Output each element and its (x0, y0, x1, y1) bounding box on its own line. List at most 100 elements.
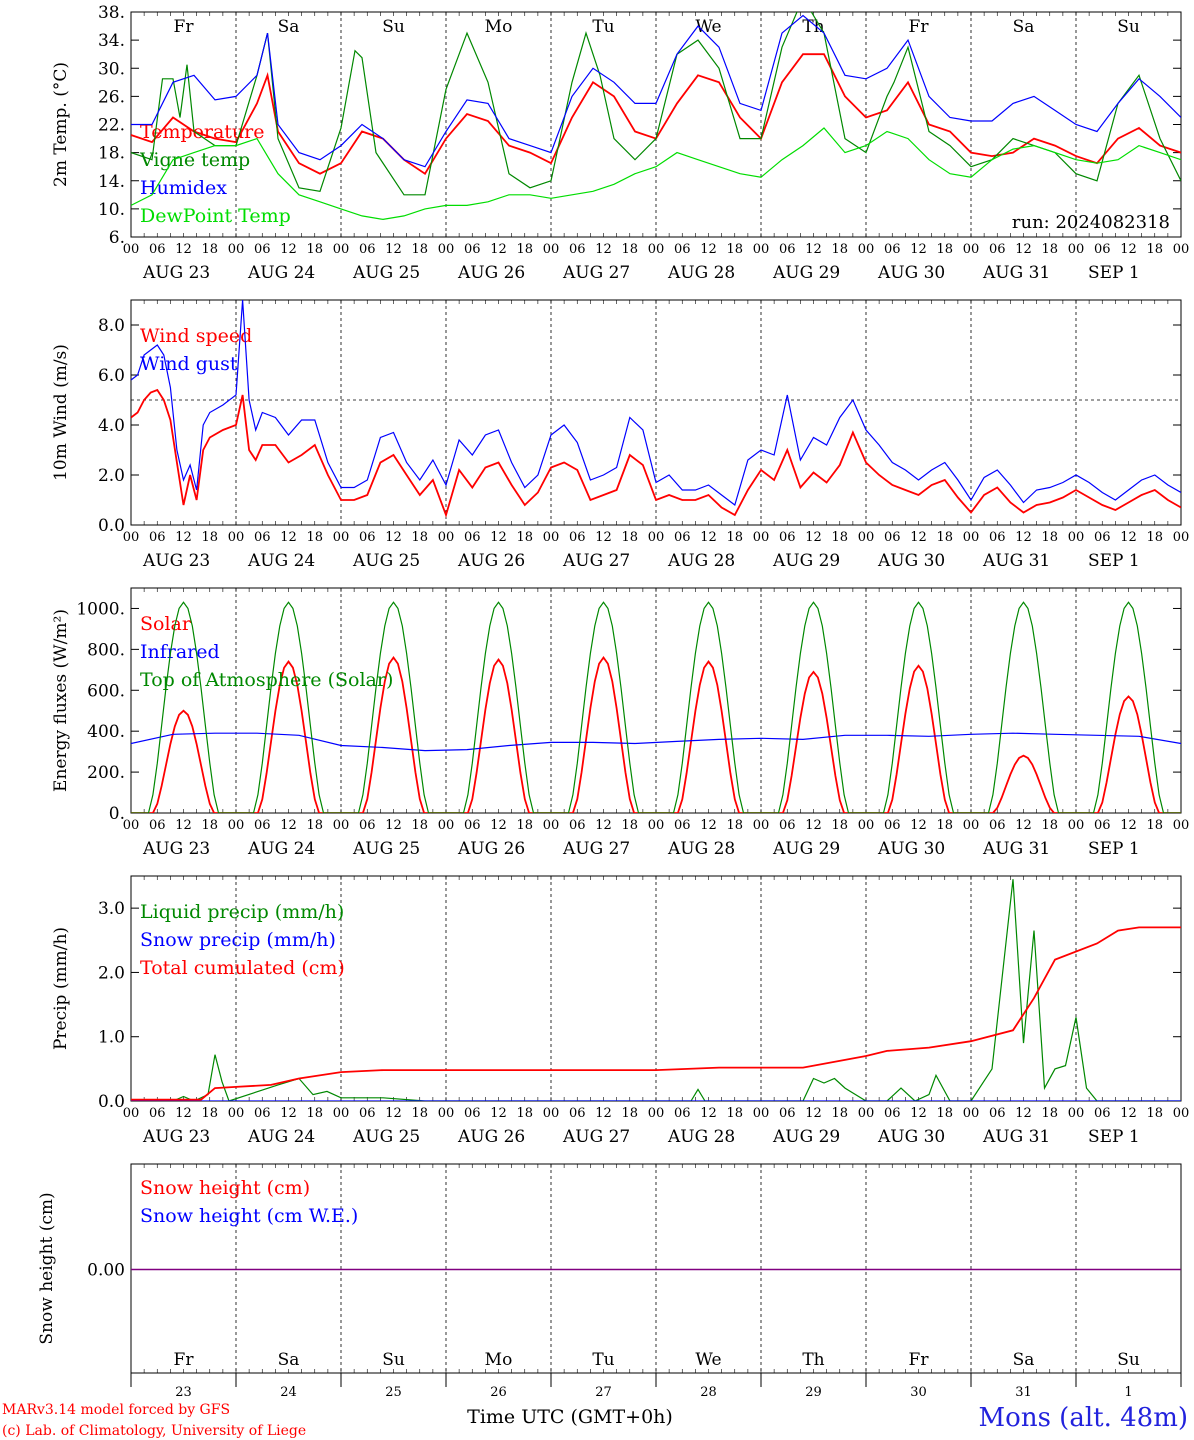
x-hour-tick: 12 (280, 818, 297, 833)
series-line (131, 732, 1181, 752)
weekday-label: Mo (485, 17, 513, 37)
weekday-label: Tu (592, 17, 614, 37)
x-hour-tick: 06 (149, 818, 166, 833)
day-number: 1 (1124, 1385, 1132, 1400)
x-day-label: AUG 24 (247, 551, 315, 571)
x-hour-tick: 18 (516, 1106, 533, 1121)
x-hour-tick: 18 (201, 818, 218, 833)
x-hour-tick: 12 (700, 818, 717, 833)
day-number: 25 (385, 1385, 402, 1400)
x-hour-tick: 18 (726, 1106, 743, 1121)
weekday-label: Fr (174, 1350, 195, 1370)
station-name: Mons (alt. 48m) (979, 1403, 1188, 1433)
x-hour-tick: 12 (175, 530, 192, 545)
x-hour-tick: 06 (989, 242, 1006, 257)
weekday-label: Mo (485, 1350, 513, 1370)
x-hour-tick: 12 (700, 242, 717, 257)
y-tick-label: 0.00 (87, 1261, 125, 1281)
x-hour-tick: 12 (910, 530, 927, 545)
x-hour-tick: 00 (858, 530, 875, 545)
x-hour-tick: 00 (1068, 818, 1085, 833)
y-tick-label: 10. (98, 200, 125, 220)
x-hour-tick: 00 (333, 242, 350, 257)
x-hour-tick: 18 (516, 818, 533, 833)
x-hour-tick: 12 (910, 818, 927, 833)
x-hour-tick: 06 (1094, 1106, 1111, 1121)
x-hour-tick: 00 (123, 1106, 140, 1121)
day-number: 27 (595, 1385, 612, 1400)
weekday-label: Su (1117, 1350, 1140, 1370)
x-hour-tick: 12 (280, 1106, 297, 1121)
series-line (131, 601, 1181, 813)
x-hour-tick: 06 (254, 530, 271, 545)
x-hour-tick: 00 (858, 1106, 875, 1121)
x-hour-tick: 00 (963, 242, 980, 257)
x-day-label: AUG 26 (457, 263, 525, 283)
x-hour-tick: 18 (1146, 818, 1163, 833)
x-day-label: AUG 25 (352, 839, 420, 859)
x-hour-tick: 00 (1173, 818, 1190, 833)
x-hour-tick: 06 (569, 1106, 586, 1121)
x-hour-tick: 06 (674, 530, 691, 545)
legend-entry: Solar (140, 613, 192, 635)
x-hour-tick: 00 (1173, 1106, 1190, 1121)
weekday-label: Sa (278, 17, 300, 37)
x-hour-tick: 12 (805, 818, 822, 833)
x-hour-tick: 00 (1173, 530, 1190, 545)
day-number: 24 (280, 1385, 297, 1400)
x-hour-tick: 12 (490, 818, 507, 833)
y-tick-label: 38. (98, 3, 125, 23)
x-hour-tick: 00 (753, 242, 770, 257)
x-hour-tick: 18 (1041, 242, 1058, 257)
y-tick-label: 30. (98, 59, 125, 79)
x-hour-tick: 12 (595, 1106, 612, 1121)
x-day-label: AUG 26 (457, 1127, 525, 1147)
x-day-label: AUG 29 (772, 551, 840, 571)
x-day-label: AUG 31 (982, 263, 1050, 283)
y-tick-label: 3.0 (98, 899, 125, 919)
y-axis-label: 10m Wind (m/s) (51, 344, 71, 481)
y-axis-label: Energy fluxes (W/m²) (51, 609, 71, 792)
x-hour-tick: 06 (569, 818, 586, 833)
legend-entry: Top of Atmosphere (Solar) (140, 669, 393, 691)
x-hour-tick: 06 (254, 818, 271, 833)
x-hour-tick: 00 (543, 1106, 560, 1121)
x-day-label: AUG 30 (877, 551, 945, 571)
x-hour-tick: 18 (726, 818, 743, 833)
weekday-label: Fr (909, 1350, 930, 1370)
x-hour-tick: 12 (1120, 1106, 1137, 1121)
x-day-label: AUG 29 (772, 839, 840, 859)
x-hour-tick: 00 (438, 242, 455, 257)
y-tick-label: 4.0 (98, 416, 125, 436)
x-day-label: AUG 26 (457, 551, 525, 571)
x-day-label: AUG 24 (247, 263, 315, 283)
x-hour-tick: 18 (621, 242, 638, 257)
weekday-label: We (695, 1350, 721, 1370)
x-hour-tick: 18 (1146, 242, 1163, 257)
x-hour-tick: 18 (201, 530, 218, 545)
x-day-label: AUG 28 (667, 839, 735, 859)
series-line (131, 127, 1181, 221)
x-hour-tick: 06 (674, 818, 691, 833)
x-hour-tick: 00 (648, 530, 665, 545)
x-day-label: AUG 30 (877, 263, 945, 283)
x-hour-tick: 12 (595, 530, 612, 545)
x-hour-tick: 12 (280, 242, 297, 257)
x-hour-tick: 12 (385, 1106, 402, 1121)
y-axis-label: Precip (mm/h) (51, 927, 71, 1050)
x-hour-tick: 12 (175, 1106, 192, 1121)
panel-4: 0.0 1.0 2.0 3.0 Precip (mm/h) 00 06 12 18 00 06 12 1… (51, 875, 1190, 1147)
x-hour-tick: 00 (438, 1106, 455, 1121)
x-hour-tick: 06 (149, 242, 166, 257)
x-hour-tick: 06 (989, 1106, 1006, 1121)
x-day-label: AUG 24 (247, 1127, 315, 1147)
x-day-label: AUG 31 (982, 551, 1050, 571)
x-hour-tick: 00 (123, 530, 140, 545)
x-day-label: AUG 30 (877, 1127, 945, 1147)
x-hour-tick: 00 (963, 818, 980, 833)
panel-2: 0.0 2.0 4.0 6.0 8.0 10m Wind (m/s) 00 06 12 18 00 0… (51, 299, 1190, 571)
y-tick-label: 1000. (76, 599, 125, 619)
weekday-label: Sa (278, 1350, 300, 1370)
x-hour-tick: 18 (936, 242, 953, 257)
